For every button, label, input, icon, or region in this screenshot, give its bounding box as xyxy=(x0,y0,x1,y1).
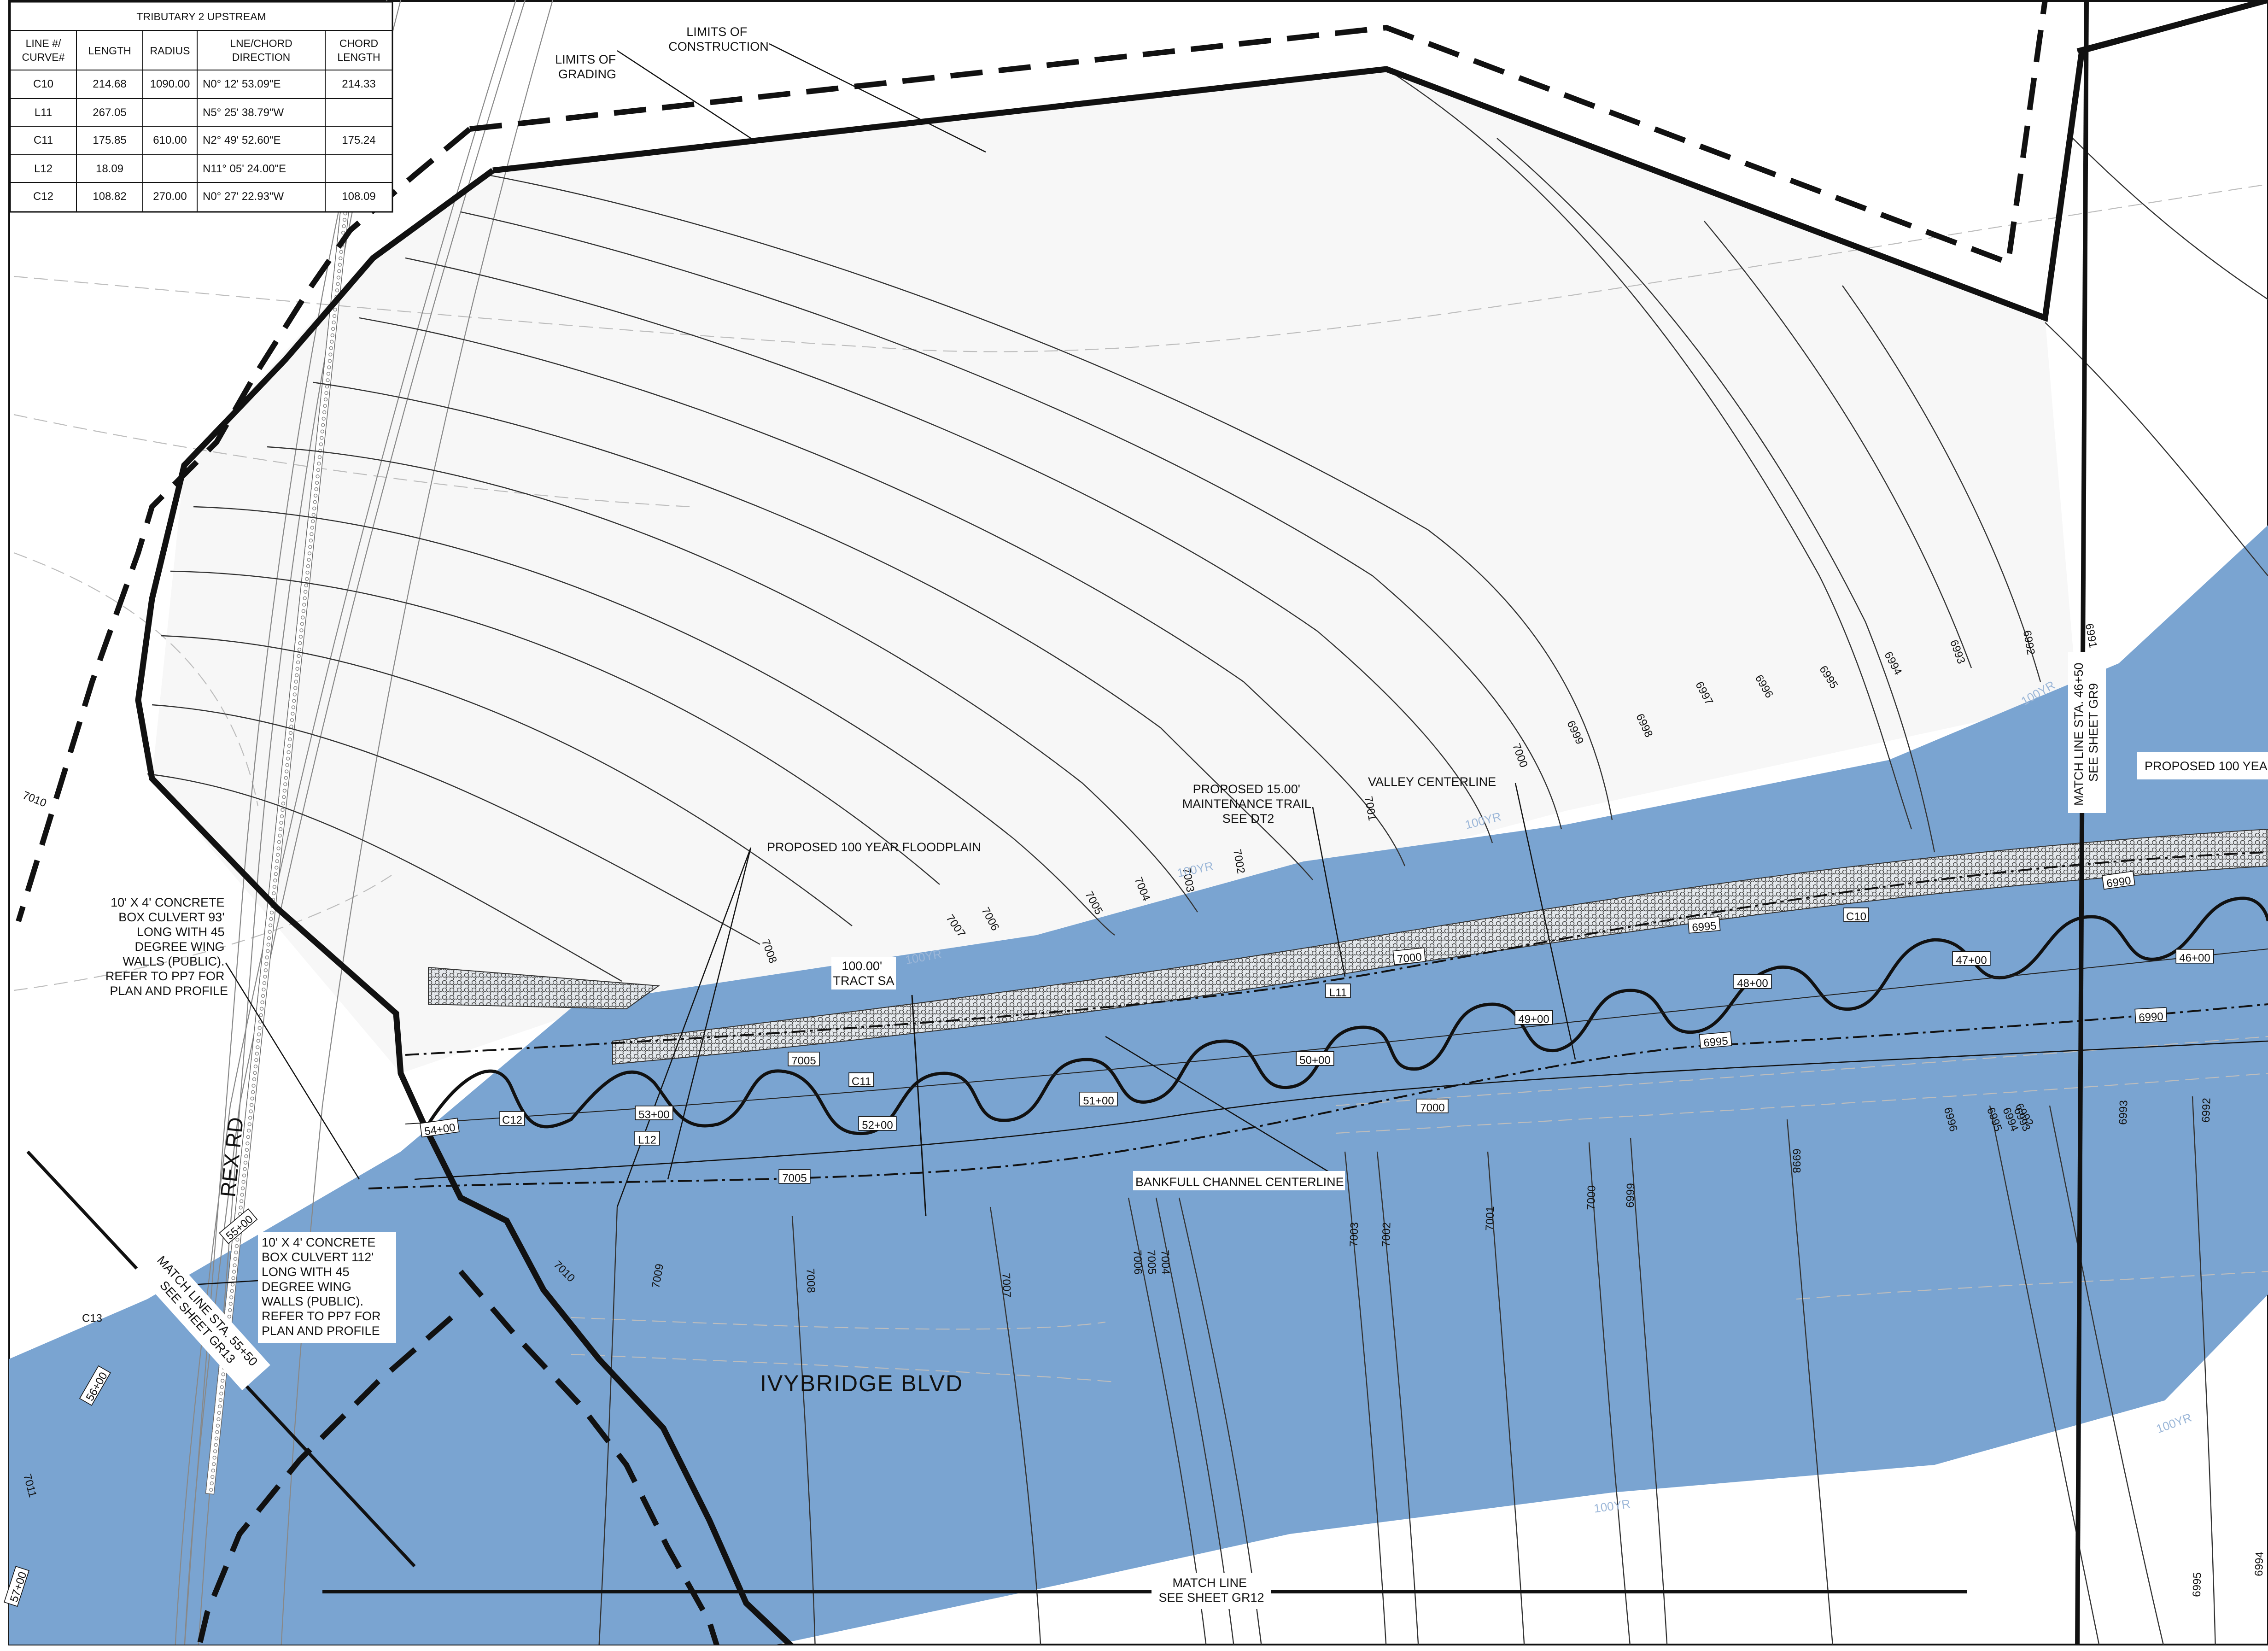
limits-of-construction-label: LIMITS OF CONSTRUCTION xyxy=(668,25,769,53)
existing-contours xyxy=(13,183,2268,1383)
station-label: 50+00 xyxy=(1299,1054,1330,1067)
leaders xyxy=(184,43,1576,1286)
curve-tag: L12 xyxy=(638,1134,656,1147)
station-label: 52+00 xyxy=(862,1119,893,1132)
station-label: 53+00 xyxy=(638,1109,669,1121)
channel-elevation: 6995 xyxy=(1703,1035,1729,1049)
ivybridge-label: IVYBRIDGE BLVD xyxy=(760,1370,963,1396)
limits-of-construction-south2 xyxy=(197,1315,453,1645)
contour-label: 6992 xyxy=(2200,1098,2213,1123)
contour-label: 7001 xyxy=(1484,1206,1497,1231)
curve-tag: C11 xyxy=(852,1076,871,1088)
table-cell: C10 xyxy=(33,78,53,90)
station-label: 46+00 xyxy=(2179,952,2210,965)
table-header: LENGTH xyxy=(88,45,131,57)
contour-label: 7007 xyxy=(1000,1273,1013,1298)
channel-elevation: 7005 xyxy=(782,1172,807,1185)
contour-label: 7003 xyxy=(1348,1222,1361,1247)
floodplain-label-right: PROPOSED 100 YEA xyxy=(2145,759,2268,773)
contour-label: 7005 xyxy=(1145,1250,1158,1275)
table-cell: C12 xyxy=(33,190,53,203)
table-cell: N2° 49' 52.60"E xyxy=(203,134,281,146)
station-label: 49+00 xyxy=(1518,1013,1549,1026)
table-cell: C11 xyxy=(34,134,53,146)
bankfull-channel xyxy=(427,896,2268,1136)
match-line-vertical-right xyxy=(2075,0,2089,1645)
bankfull-label: BANKFULL CHANNEL CENTERLINE xyxy=(1135,1175,1344,1189)
curve-tag: C10 xyxy=(1846,911,1866,923)
contour-label: 7006 xyxy=(1131,1250,1144,1275)
contour-label: 7008 xyxy=(804,1268,817,1293)
contour-label: 6994 xyxy=(2253,1551,2266,1576)
contour-label: 7000 xyxy=(1585,1185,1598,1210)
floodplain-label: PROPOSED 100 YEAR FLOODPLAIN xyxy=(767,840,981,854)
curve-tags: C10 L11 C11 L12 C12 C13 xyxy=(82,907,1869,1325)
limits-of-grading-left xyxy=(135,168,795,1645)
contour-label: 6999 xyxy=(1624,1183,1637,1208)
match-line-right-label: MATCH LINE STA. 46+50 SEE SHEET GR9 xyxy=(2072,659,2100,806)
table-header: RADIUS xyxy=(150,45,190,57)
table-header: LINE #/CURVE# xyxy=(22,37,65,63)
table-cell: 175.24 xyxy=(342,134,375,146)
limits-of-construction xyxy=(469,0,2048,267)
table-cell: 610.00 xyxy=(153,134,187,146)
channel-elevation: 7005 xyxy=(791,1055,816,1067)
table-cell: N0° 12' 53.09"E xyxy=(203,78,281,90)
table-cell: 1090.00 xyxy=(150,78,190,90)
proposed-contours xyxy=(147,68,2268,982)
contour-label: 7002 xyxy=(1380,1222,1393,1247)
maintenance-trail-label: PROPOSED 15.00' MAINTENANCE TRAIL SEE DT… xyxy=(1182,782,1315,826)
valley-centerline-label: VALLEY CENTERLINE xyxy=(1368,775,1496,789)
table-cell: 214.33 xyxy=(342,78,375,90)
curve-tag: C12 xyxy=(502,1114,522,1127)
match-line-bottom-label: MATCH LINE SEE SHEET GR12 xyxy=(1158,1576,1264,1604)
table-cell: N5° 25' 38.79"W xyxy=(203,106,284,119)
culvert-note-2: 10' X 4' CONCRETE BOX CULVERT 112' LONG … xyxy=(262,1235,384,1338)
tract-leader xyxy=(911,995,927,1217)
station-label: 51+00 xyxy=(1083,1095,1114,1107)
curve-tag: C13 xyxy=(82,1312,102,1325)
channel-elevation: 7000 xyxy=(1420,1102,1444,1114)
table-cell: 267.05 xyxy=(93,106,126,119)
floodplain-area xyxy=(9,525,2268,1645)
contour-label: 6998 xyxy=(1790,1148,1802,1173)
grading-area xyxy=(152,69,2077,1073)
curve-tag: L11 xyxy=(1329,987,1347,999)
contour-label: 6995 xyxy=(2191,1572,2204,1597)
trail-wedge xyxy=(428,966,660,1010)
table-cell: N11° 05' 24.00"E xyxy=(203,163,286,175)
tributary-table: TRIBUTARY 2 UPSTREAM LINE #/CURVE# LENGTH… xyxy=(9,1,393,213)
floodplain-contours xyxy=(598,1096,2216,1645)
contour-label: 7004 xyxy=(1158,1250,1172,1275)
contour-label: 6993 xyxy=(2117,1100,2130,1125)
tract-label: 100.00' TRACT SA xyxy=(833,959,894,988)
table-cell: L11 xyxy=(35,106,52,119)
table-cell: 214.68 xyxy=(93,78,126,90)
table-header: CHORD LENGTH xyxy=(337,37,380,63)
station-label: 48+00 xyxy=(1737,978,1768,990)
match-line-top-right xyxy=(2076,0,2268,53)
limits-of-grading-label: LIMITS OF GRADING xyxy=(555,53,620,81)
table-cell: 270.00 xyxy=(153,190,187,203)
table-cell: 108.82 xyxy=(93,190,126,203)
limits-of-construction-south xyxy=(458,1270,719,1645)
channel-elevation: 6990 xyxy=(2139,1010,2164,1024)
table-cell: 18.09 xyxy=(96,163,123,175)
channel-elevation: 6995 xyxy=(1691,919,1717,934)
bank-line-3 xyxy=(414,1040,2268,1180)
channel-elevation: 7000 xyxy=(1397,951,1422,966)
station-label: 47+00 xyxy=(1956,954,1987,967)
table-cell: L12 xyxy=(34,163,53,175)
table-cell: N0° 27' 22.93"W xyxy=(203,190,284,203)
table-title: TRIBUTARY 2 UPSTREAM xyxy=(136,11,266,23)
table-cell: 108.09 xyxy=(342,190,375,203)
culvert-note-1: 10' X 4' CONCRETE BOX CULVERT 93' LONG W… xyxy=(105,896,228,998)
table-header: LNE/CHORD DIRECTION xyxy=(230,37,292,63)
bottom-bank-line xyxy=(368,1003,2268,1189)
top-bank-line xyxy=(405,851,2268,1056)
table-cell: 175.85 xyxy=(93,134,126,146)
